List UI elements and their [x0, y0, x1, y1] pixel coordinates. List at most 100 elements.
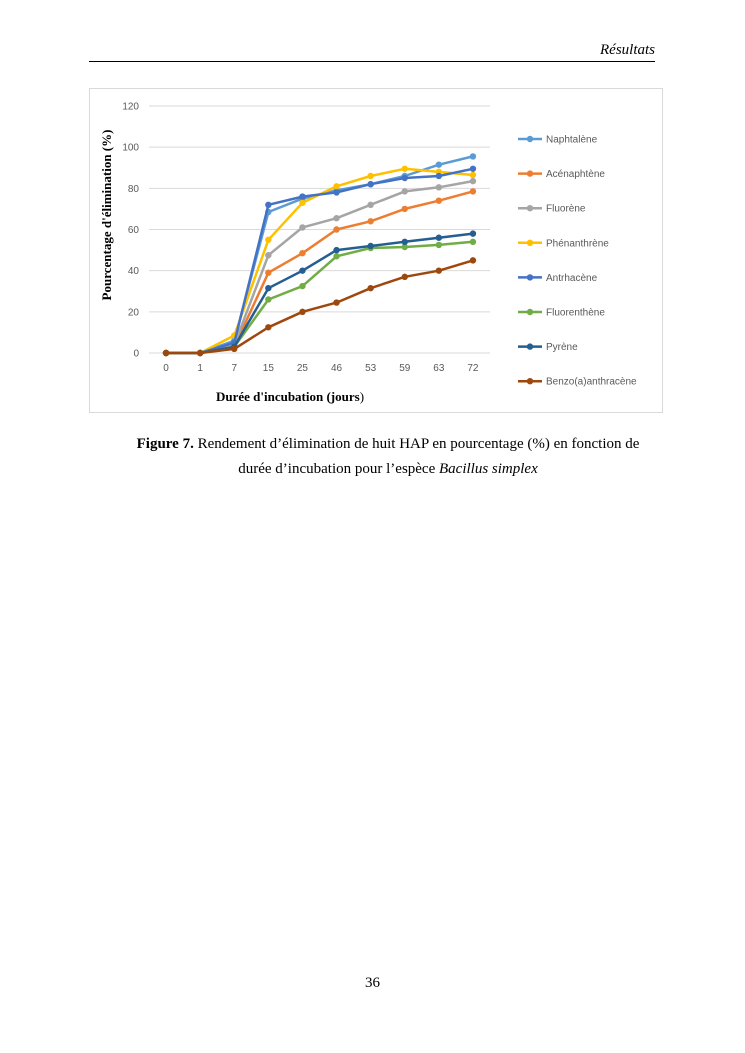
legend-swatch-marker — [526, 170, 534, 177]
legend-label: Phénanthrène — [546, 238, 609, 249]
legend-swatch-marker — [526, 378, 534, 385]
legend-label: Fluorène — [546, 204, 586, 215]
x-axis-ticks: 0 1 7 15 25 46 53 59 63 72 — [163, 363, 479, 374]
data-point — [265, 269, 272, 276]
data-point — [333, 214, 340, 222]
series-line — [166, 240, 474, 355]
y-axis-title: Pourcentage d'élimination (%) — [99, 130, 114, 301]
x-tick-label: 7 — [231, 363, 237, 374]
data-point — [469, 177, 477, 185]
x-tick-label: 53 — [365, 363, 377, 374]
data-point — [299, 249, 306, 257]
legend-label: Antrhacène — [546, 273, 598, 284]
data-point — [401, 273, 408, 281]
y-tick-label: 40 — [128, 266, 140, 277]
caption-line2-prefix: durée d’incubation pour l’espèce — [238, 461, 439, 477]
data-point — [401, 243, 408, 251]
x-tick-label: 25 — [297, 363, 309, 374]
series-7 — [162, 230, 477, 357]
legend: Naphtalène Acénaphtène Fluorène Phénanthrèn… — [518, 135, 637, 388]
data-point — [333, 183, 340, 190]
x-tick-label: 59 — [399, 363, 411, 374]
data-point — [299, 282, 306, 290]
data-point — [333, 246, 340, 254]
chart-frame: 0 20 40 60 80 100 120 0 1 7 15 25 46 53 59 63 72 Naphta… — [89, 88, 663, 413]
data-point — [299, 224, 306, 231]
y-tick-label: 20 — [128, 307, 140, 318]
data-point — [435, 172, 443, 180]
data-point — [265, 236, 272, 243]
legend-swatch-marker — [526, 135, 534, 143]
figure-caption: Figure 7. Rendement d’élimination de hui… — [128, 432, 648, 482]
data-point — [469, 257, 477, 264]
series-line — [166, 155, 474, 355]
data-point — [401, 188, 408, 195]
data-point — [162, 349, 170, 357]
header-rule — [89, 61, 655, 62]
series-3 — [162, 177, 477, 357]
data-point — [333, 253, 340, 260]
legend-item: Phénanthrène — [518, 238, 609, 249]
legend-item: Benzo(a)anthracène — [518, 377, 637, 388]
series-line — [166, 259, 474, 355]
series-lines — [162, 153, 477, 357]
data-point — [435, 197, 443, 204]
series-6 — [162, 238, 477, 357]
page-number: 36 — [365, 975, 380, 991]
x-axis-title: Durée d'incubation (jours) — [216, 389, 364, 404]
data-point — [401, 205, 408, 213]
data-point — [367, 172, 374, 180]
data-point — [265, 284, 272, 292]
x-axis-title-paren: ) — [360, 389, 364, 404]
data-point — [265, 296, 272, 303]
legend-swatch-marker — [526, 308, 534, 316]
legend-label: Fluorenthène — [546, 308, 605, 319]
data-point — [401, 238, 408, 246]
series-line — [166, 232, 474, 355]
data-point — [299, 308, 306, 316]
x-tick-label: 1 — [197, 363, 203, 374]
legend-swatch-marker — [526, 274, 534, 281]
legend-item: Acénaphtène — [518, 169, 605, 180]
data-point — [333, 189, 340, 196]
data-point — [265, 201, 272, 208]
data-point — [231, 345, 238, 353]
y-tick-label: 80 — [128, 184, 140, 195]
data-point — [367, 242, 374, 250]
running-header: Résultats — [600, 42, 655, 58]
data-point — [401, 165, 408, 172]
y-tick-label: 0 — [133, 349, 139, 360]
data-point — [435, 267, 443, 274]
data-point — [469, 238, 477, 246]
line-chart: 0 20 40 60 80 100 120 0 1 7 15 25 46 53 59 63 72 Naphta… — [99, 102, 637, 405]
legend-item: Fluorenthène — [518, 308, 605, 319]
legend-swatch-marker — [526, 205, 534, 212]
legend-label: Naphtalène — [546, 135, 598, 146]
data-point — [265, 252, 272, 259]
caption-line1: Rendement d’élimination de huit HAP en p… — [197, 436, 640, 452]
series-1 — [162, 153, 477, 357]
data-point — [265, 324, 272, 331]
caption-species: Bacillus simplex — [439, 461, 538, 477]
data-point — [469, 188, 477, 195]
y-axis-ticks: 0 20 40 60 80 100 120 — [122, 102, 139, 360]
legend-item: Pyrène — [518, 342, 578, 353]
data-point — [367, 181, 374, 188]
data-point — [367, 218, 374, 225]
data-point — [333, 226, 340, 233]
x-tick-label: 15 — [263, 363, 275, 374]
x-axis-title-main: Durée d'incubation (jours — [216, 389, 360, 404]
y-tick-label: 120 — [122, 102, 139, 113]
data-point — [435, 241, 443, 249]
series-line — [166, 179, 474, 355]
x-tick-label: 0 — [163, 363, 169, 374]
data-point — [435, 184, 443, 191]
series-line — [166, 167, 474, 355]
series-8 — [162, 257, 477, 357]
x-tick-label: 63 — [433, 363, 445, 374]
data-point — [299, 267, 306, 274]
data-point — [299, 199, 306, 206]
gridlines — [149, 105, 490, 354]
y-tick-label: 60 — [128, 225, 140, 236]
data-point — [367, 284, 374, 292]
